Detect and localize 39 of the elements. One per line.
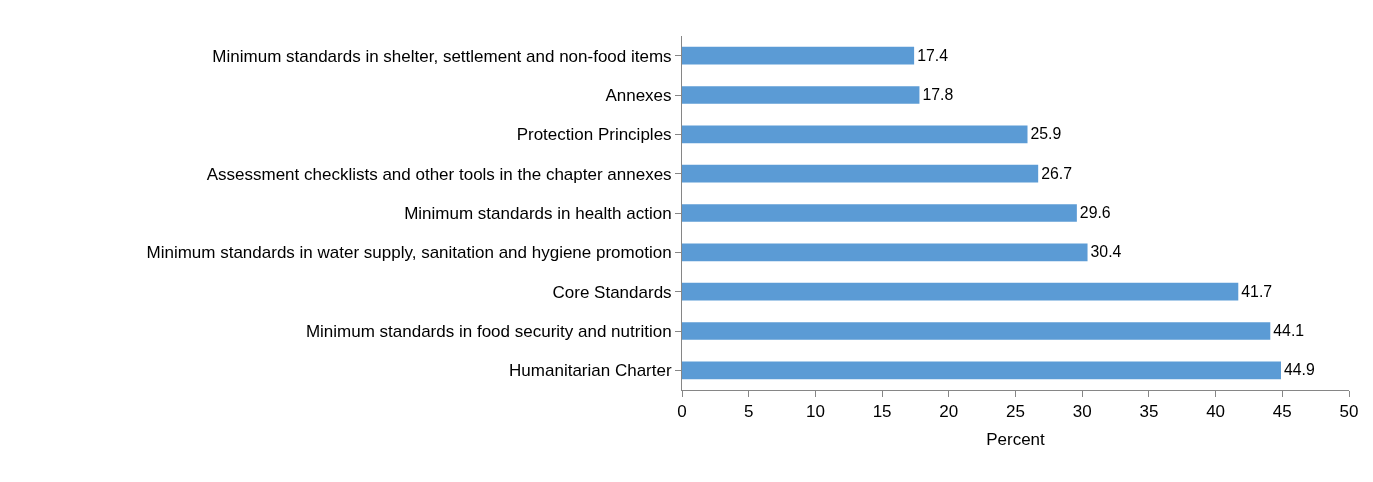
bar bbox=[682, 322, 1271, 340]
y-tick-label: Protection Principles bbox=[516, 125, 672, 145]
data-label: 30.4 bbox=[1090, 243, 1122, 261]
bar bbox=[682, 361, 1281, 380]
y-tick-label: Annexes bbox=[605, 85, 672, 105]
x-tick-label: 5 bbox=[743, 402, 754, 422]
y-tick-label: Minimum standards in food security and nutrition bbox=[305, 321, 672, 341]
y-tick-label: Minimum standards in water supply, sanitation and hygiene promotion bbox=[146, 243, 672, 263]
bar bbox=[682, 164, 1039, 183]
bar bbox=[682, 282, 1239, 301]
bar bbox=[682, 204, 1077, 222]
data-label: 17.8 bbox=[922, 86, 954, 104]
x-tick-label: 10 bbox=[805, 402, 825, 422]
x-tick-label: 25 bbox=[1006, 402, 1025, 422]
x-tick-label: 30 bbox=[1072, 402, 1092, 422]
data-label: 25.9 bbox=[1030, 125, 1062, 143]
x-tick-label: 20 bbox=[939, 402, 959, 422]
bar bbox=[682, 243, 1088, 262]
data-label: 26.7 bbox=[1041, 164, 1072, 182]
y-tick-label: Assessment checklists and other tools in the chapter annexes bbox=[206, 164, 672, 184]
data-label: 44.1 bbox=[1273, 322, 1305, 340]
y-tick-label: Minimum standards in health action bbox=[404, 203, 672, 223]
x-tick-label: 0 bbox=[677, 402, 687, 422]
x-tick-label: 15 bbox=[872, 402, 892, 422]
y-tick-label: Core Standards bbox=[552, 282, 672, 302]
bar bbox=[682, 125, 1028, 144]
x-tick-label: 35 bbox=[1139, 402, 1159, 422]
x-axis-title: Percent bbox=[986, 429, 1046, 449]
x-tick-label: 40 bbox=[1206, 402, 1226, 422]
data-label: 17.4 bbox=[917, 46, 949, 64]
data-label: 29.6 bbox=[1079, 204, 1111, 222]
bar bbox=[682, 46, 915, 65]
data-label: 41.7 bbox=[1241, 282, 1273, 300]
y-tick-label: Humanitarian Charter bbox=[509, 361, 672, 381]
x-tick-label: 50 bbox=[1339, 402, 1359, 422]
bar bbox=[682, 86, 920, 104]
data-label: 44.9 bbox=[1283, 361, 1315, 379]
x-tick-label: 45 bbox=[1272, 402, 1292, 422]
y-tick-label: Minimum standards in shelter, settlement and non-food items bbox=[212, 46, 672, 66]
